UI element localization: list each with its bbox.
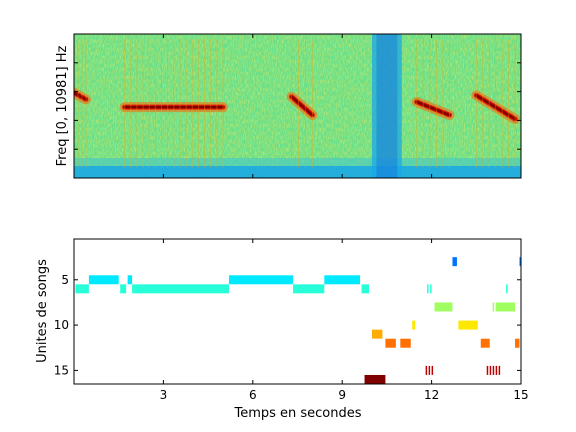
x-tick-label: 3 [160,388,168,402]
unit-segment [132,284,229,294]
spectrogram-frame [73,33,522,179]
x-tick-label: 12 [424,388,439,402]
noise-band-core [376,34,398,178]
unit-segment [412,320,416,330]
spectrogram-panel: Freq [0, 10981] Hz [55,33,522,179]
unit-segment [434,302,453,312]
unit-segment [506,284,508,294]
units-frame [73,238,522,385]
unit-segment [127,275,133,285]
unit-segment [492,365,495,375]
spectrogram-ticks [74,34,522,178]
unit-segment [480,338,490,348]
unit-segment [498,365,501,375]
unit-segment [492,302,495,312]
unit-segment [228,275,294,285]
unit-segment [458,320,478,330]
units-panel: 3 6 9 12 15 5 10 15 Temps en secondes Unites de… [35,238,529,421]
unit-segment [88,275,119,285]
spectrogram-ylabel: Freq [0, 10981] Hz [55,45,70,166]
unit-segment [428,365,431,375]
spectral-ridge [74,39,91,168]
unit-segment [372,329,383,339]
unit-segment [427,284,429,294]
spectral-ridge [286,39,318,168]
units-ticks [74,239,522,384]
spectral-ridge [119,39,228,168]
y-tick-label: 5 [61,273,69,287]
units-xlabel: Temps en secondes [233,406,361,421]
units-ylabel: Unites de songs [35,259,50,363]
unit-segment [431,365,434,375]
unit-segment [495,365,498,375]
unit-segment [385,338,396,348]
unit-segment [400,338,411,348]
unit-segment [489,365,492,375]
unit-segment [293,284,325,294]
unit-segment [515,338,520,348]
unit-segment [361,284,370,294]
y-tick-label: 10 [54,318,69,332]
units-plot-area [74,239,521,384]
unit-segment [452,257,457,267]
unit-segment [324,275,361,285]
unit-segment [120,284,127,294]
x-tick-label: 9 [338,388,346,402]
unit-segment [75,284,89,294]
spectral-ridge [471,39,521,168]
unit-segment [486,365,489,375]
spectrogram-image [74,34,521,178]
x-tick-label: 15 [513,388,528,402]
spectral-ridge [411,39,455,168]
unit-segments [75,257,521,384]
unit-segment [519,257,521,267]
unit-segment [430,284,432,294]
x-tick-label: 6 [249,388,257,402]
y-tick-label: 15 [54,363,69,377]
noise-band [372,34,402,178]
unit-segment [425,365,428,375]
unit-segment [364,374,386,384]
unit-segment [495,302,516,312]
